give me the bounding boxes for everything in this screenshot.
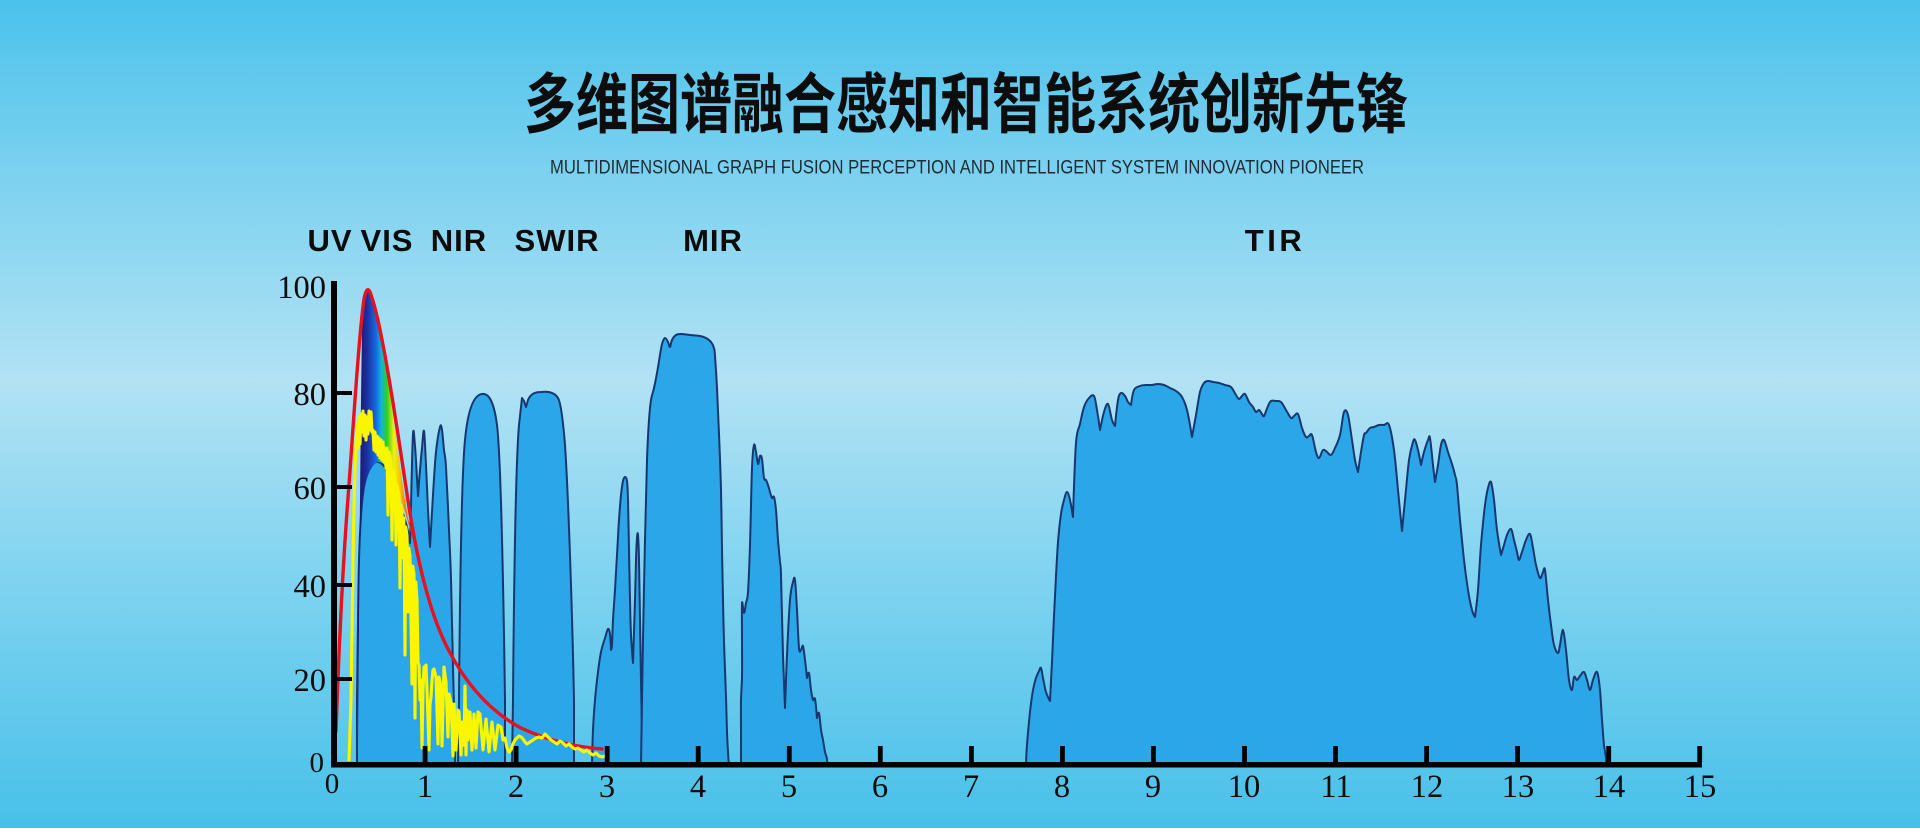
svg-text:15: 15: [1684, 769, 1717, 805]
svg-text:0: 0: [325, 768, 340, 800]
svg-text:12: 12: [1411, 769, 1444, 805]
svg-text:8: 8: [1054, 769, 1070, 805]
svg-text:3: 3: [599, 769, 615, 805]
svg-text:7: 7: [963, 769, 979, 805]
svg-text:10: 10: [1228, 769, 1261, 805]
svg-text:0: 0: [310, 747, 325, 779]
svg-text:60: 60: [294, 471, 327, 507]
svg-text:VIS: VIS: [361, 223, 414, 258]
svg-text:6: 6: [872, 769, 888, 805]
svg-text:NIR: NIR: [431, 223, 487, 258]
svg-text:40: 40: [294, 569, 327, 605]
svg-text:5: 5: [781, 769, 797, 805]
svg-text:13: 13: [1502, 769, 1535, 805]
svg-text:MULTIDIMENSIONAL GRAPH FUSION: MULTIDIMENSIONAL GRAPH FUSION PERCEPTION…: [550, 158, 1364, 179]
svg-text:MIR: MIR: [683, 223, 743, 258]
svg-text:1: 1: [417, 769, 433, 805]
svg-text:100: 100: [277, 270, 326, 306]
svg-text:2: 2: [508, 769, 524, 805]
svg-text:80: 80: [294, 377, 327, 413]
svg-text:UV: UV: [307, 223, 352, 258]
svg-text:SWIR: SWIR: [515, 223, 600, 258]
svg-text:4: 4: [690, 769, 706, 805]
svg-text:11: 11: [1320, 769, 1351, 805]
svg-text:14: 14: [1593, 769, 1626, 805]
svg-text:20: 20: [294, 663, 327, 699]
svg-text:TIR: TIR: [1245, 223, 1305, 258]
svg-text:9: 9: [1145, 769, 1161, 805]
